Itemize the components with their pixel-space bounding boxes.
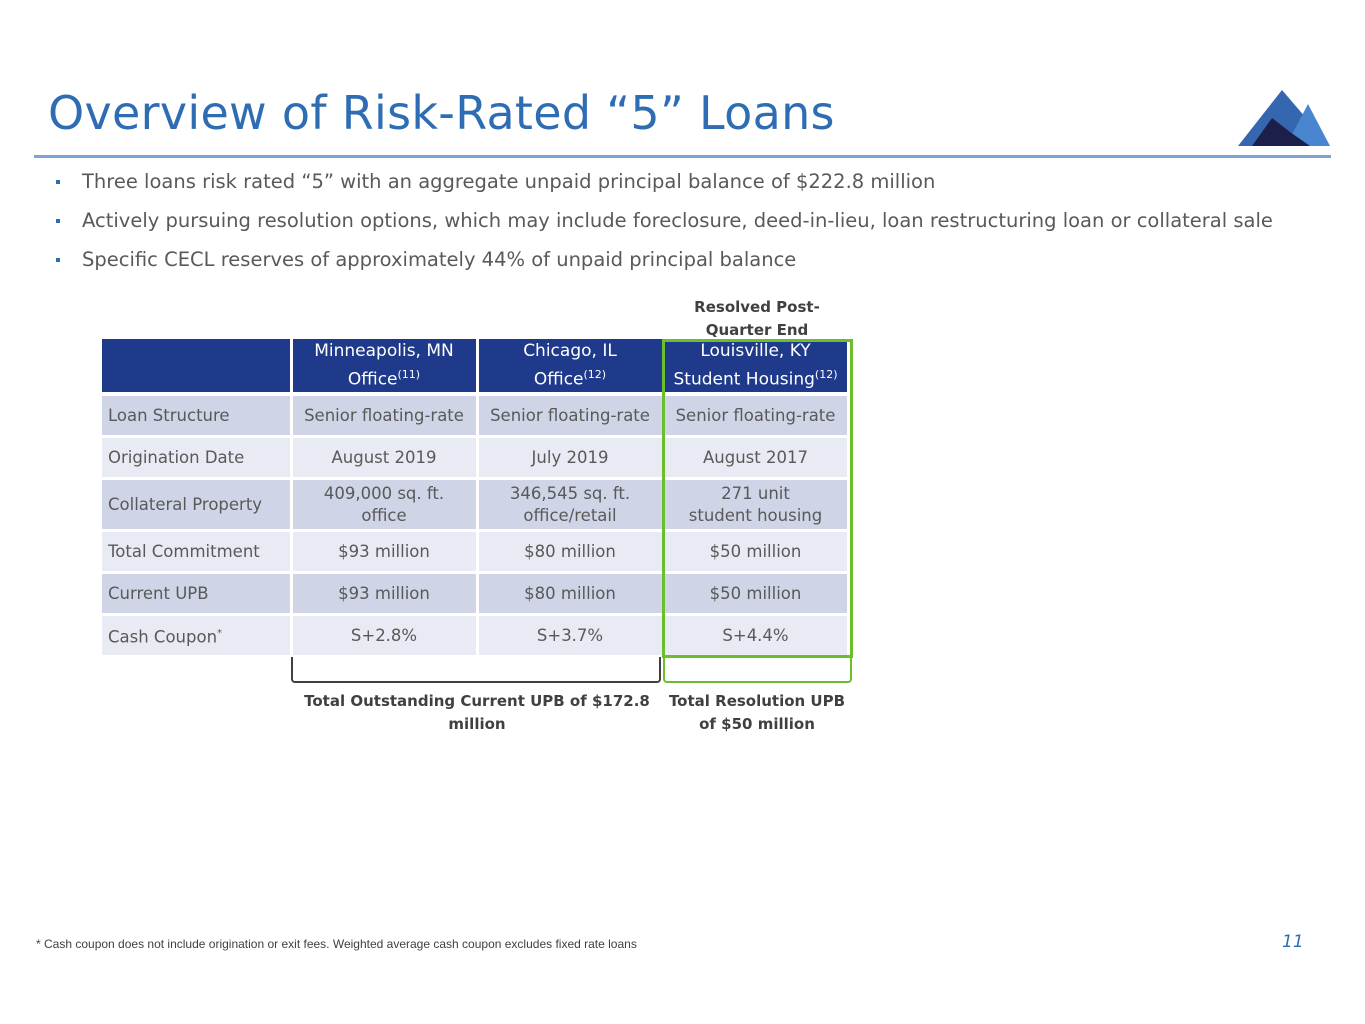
bullet-item: Specific CECL reserves of approximately … — [56, 248, 1273, 287]
row-label: Total Commitment — [102, 530, 293, 574]
bullet-marker — [56, 258, 60, 262]
resolution-summary: Total Resolution UPB of $50 million — [668, 692, 846, 733]
row-label: Current UPB — [102, 572, 293, 616]
footnote: * Cash coupon does not include originati… — [36, 937, 637, 951]
title-rule — [34, 155, 1331, 158]
mountain-logo-icon — [1238, 90, 1330, 146]
loans-table: Minneapolis, MN Office(11) Chicago, IL Off… — [102, 339, 850, 658]
table-cell: Senior floating-rate — [291, 394, 479, 438]
cell-line: 271 unit — [721, 483, 790, 503]
table-cell: $93 million — [291, 572, 479, 616]
row-label-note: * — [217, 627, 223, 639]
table-cell: S+4.4% — [663, 614, 850, 658]
table-cell: $93 million — [291, 530, 479, 574]
row-label: Cash Coupon* — [102, 614, 293, 658]
row-label-text: Cash Coupon — [108, 627, 218, 647]
cell-line: 409,000 sq. ft. — [323, 483, 445, 503]
bullet-text: Three loans risk rated “5” with an aggre… — [82, 170, 936, 193]
column-header: Minneapolis, MN Office(11) — [291, 339, 479, 396]
resolved-caption: Resolved Post-Quarter End — [694, 298, 820, 339]
column-header-type: Office — [533, 369, 584, 390]
column-header-city: Louisville, KY — [700, 340, 811, 361]
table-cell: $80 million — [477, 530, 665, 574]
page-number: 11 — [1282, 932, 1304, 952]
table-row: Total Commitment $93 million $80 million… — [102, 530, 850, 574]
table-row: Cash Coupon* S+2.8% S+3.7% S+4.4% — [102, 614, 850, 658]
table-cell: $50 million — [663, 530, 850, 574]
column-header: Louisville, KY Student Housing(12) — [663, 339, 850, 396]
table-row: Current UPB $93 million $80 million $50 … — [102, 572, 850, 616]
column-header-type: Office — [347, 369, 398, 390]
table-cell: July 2019 — [477, 436, 665, 480]
bullet-text: Specific CECL reserves of approximately … — [82, 248, 797, 271]
table-cell: 346,545 sq. ft. office/retail — [477, 478, 665, 532]
table-cell: S+3.7% — [477, 614, 665, 658]
table-cell: 271 unit student housing — [663, 478, 850, 532]
bullet-marker — [56, 219, 60, 223]
table-cell: $80 million — [477, 572, 665, 616]
table-cell: Senior floating-rate — [477, 394, 665, 438]
column-header-type: Student Housing — [673, 369, 815, 390]
bullet-item: Actively pursuing resolution options, wh… — [56, 209, 1273, 248]
header-empty — [102, 339, 293, 396]
column-header-note: (11) — [397, 367, 421, 381]
page-title: Overview of Risk-Rated “5” Loans — [48, 86, 835, 140]
cell-line: office/retail — [523, 505, 617, 525]
bullet-marker — [56, 180, 60, 184]
table-cell: Senior floating-rate — [663, 394, 850, 438]
cell-line: student housing — [688, 505, 823, 525]
table-cell: August 2017 — [663, 436, 850, 480]
bullet-list: Three loans risk rated “5” with an aggre… — [56, 170, 1273, 287]
table-cell: August 2019 — [291, 436, 479, 480]
column-header-city: Chicago, IL — [523, 340, 617, 361]
outstanding-summary: Total Outstanding Current UPB of $172.8 … — [304, 692, 650, 733]
row-label: Loan Structure — [102, 394, 293, 438]
table-row: Loan Structure Senior floating-rate Seni… — [102, 394, 850, 438]
column-header-city: Minneapolis, MN — [314, 340, 454, 361]
table-header-row: Minneapolis, MN Office(11) Chicago, IL Off… — [102, 339, 850, 396]
cell-line: office — [361, 505, 407, 525]
column-header-note: (12) — [814, 367, 838, 381]
bullet-item: Three loans risk rated “5” with an aggre… — [56, 170, 1273, 209]
column-header: Chicago, IL Office(12) — [477, 339, 665, 396]
bullet-text: Actively pursuing resolution options, wh… — [82, 209, 1273, 232]
cell-line: 346,545 sq. ft. — [509, 483, 631, 503]
table-cell: 409,000 sq. ft. office — [291, 478, 479, 532]
table-cell: $50 million — [663, 572, 850, 616]
column-header-note: (12) — [583, 367, 607, 381]
row-label: Collateral Property — [102, 478, 293, 532]
table-cell: S+2.8% — [291, 614, 479, 658]
row-label: Origination Date — [102, 436, 293, 480]
outstanding-bracket — [291, 657, 661, 683]
table-row: Origination Date August 2019 July 2019 A… — [102, 436, 850, 480]
resolution-bracket — [663, 657, 852, 683]
table-row: Collateral Property 409,000 sq. ft. offic… — [102, 478, 850, 532]
